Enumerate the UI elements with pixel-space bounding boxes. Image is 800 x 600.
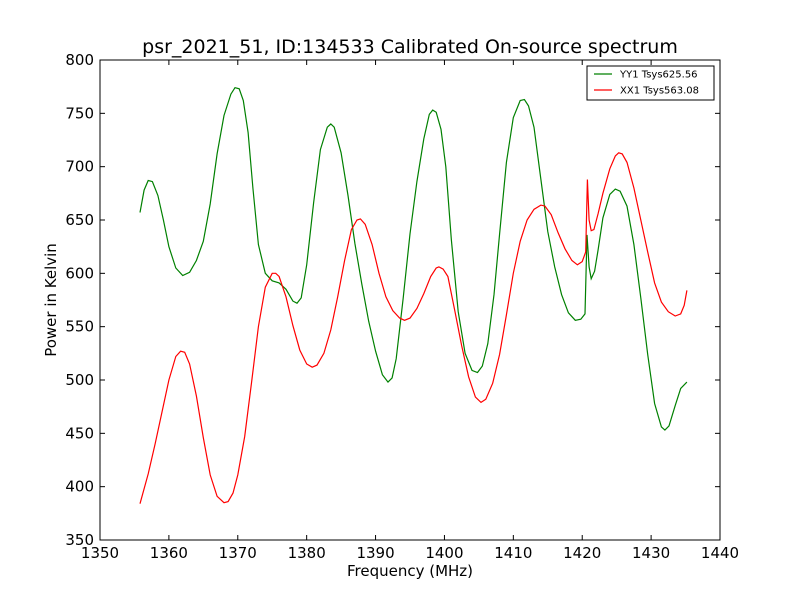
y-tick-label: 350 — [65, 531, 94, 549]
y-tick-label: 400 — [65, 478, 94, 496]
series-layer — [139, 87, 688, 504]
x-axis-label: Frequency (MHz) — [347, 562, 473, 580]
chart-title: psr_2021_51, ID:134533 Calibrated On-sou… — [142, 36, 678, 58]
x-tick-label: 1400 — [425, 544, 463, 562]
x-tick-label: 1430 — [632, 544, 670, 562]
x-tick-label: 1370 — [219, 544, 257, 562]
y-tick-label: 650 — [65, 211, 94, 229]
legend-box — [586, 65, 715, 101]
x-tick-label: 1390 — [356, 544, 394, 562]
y-tick-label: 700 — [65, 158, 94, 176]
y-tick-label: 600 — [65, 264, 94, 282]
y-tick-label: 550 — [65, 318, 94, 336]
legend: YY1 Tsys625.56 XX1 Tsys563.08 — [586, 65, 715, 101]
y-axis-label: Power in Kelvin — [42, 243, 60, 357]
y-tick-label: 800 — [65, 51, 94, 69]
axis-ticks: 1350 1360 1370 1380 1390 1400 1410 1420 1430 1440… — [65, 51, 739, 562]
series-line-yy1 — [139, 87, 688, 431]
legend-label-xx1: XX1 Tsys563.08 — [620, 86, 699, 97]
y-tick-label: 500 — [65, 371, 94, 389]
plot-area — [99, 59, 721, 541]
legend-label-yy1: YY1 Tsys625.56 — [619, 70, 698, 81]
x-tick-label: 1380 — [288, 544, 326, 562]
x-tick-label: 1440 — [701, 544, 739, 562]
y-tick-label: 450 — [65, 424, 94, 442]
x-tick-label: 1360 — [150, 544, 188, 562]
series-line-xx1 — [139, 152, 688, 504]
x-tick-label: 1410 — [494, 544, 532, 562]
x-tick-label: 1350 — [81, 544, 119, 562]
x-tick-label: 1420 — [563, 544, 601, 562]
y-tick-label: 750 — [65, 104, 94, 122]
